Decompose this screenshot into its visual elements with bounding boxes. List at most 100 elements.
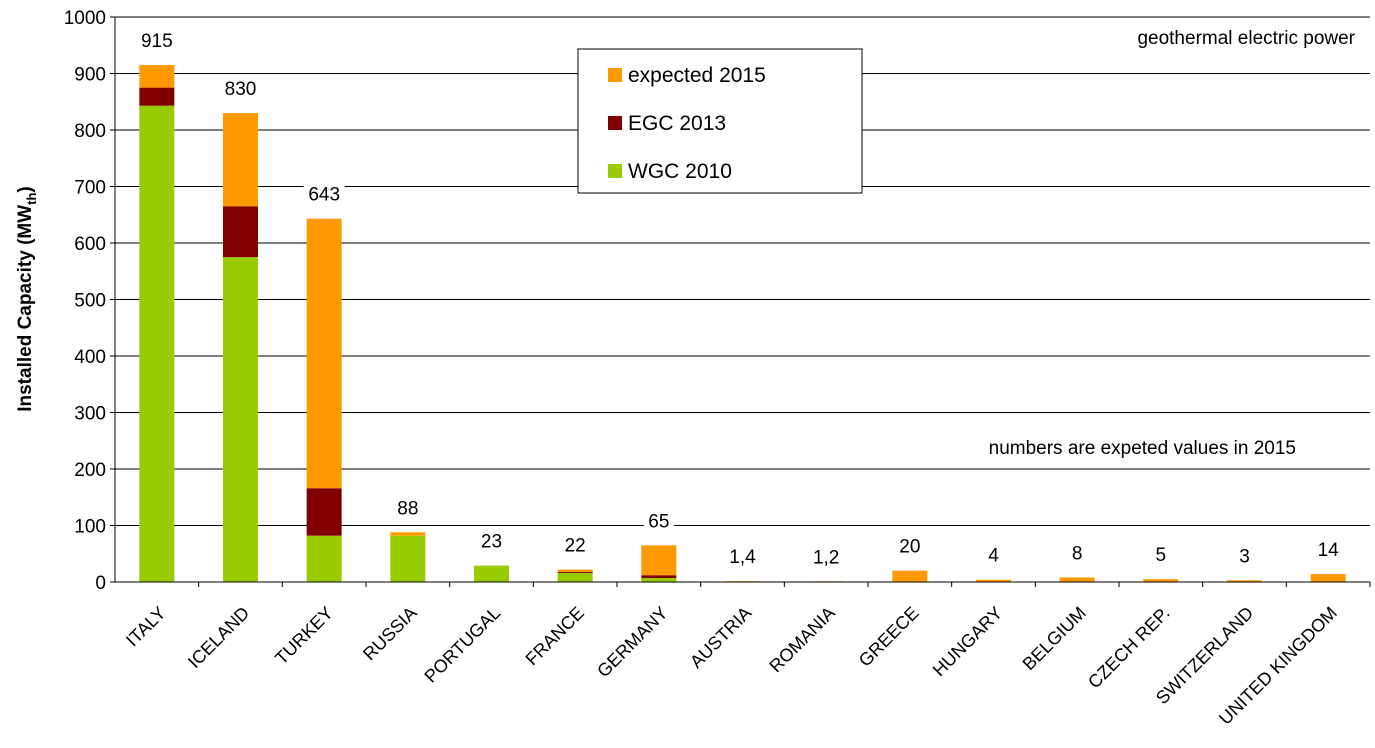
legend-label: EGC 2013 [628,112,726,135]
data-label-bg [643,509,674,534]
annotation-expected: numbers are expeted values in 2015 [989,438,1296,459]
bar-segment [641,578,677,582]
category-label: ROMANIA [765,603,839,677]
legend-label: WGC 2010 [628,160,732,183]
y-axis-label-sub: th [24,193,39,205]
data-label-bg [392,496,423,521]
y-tick-label: 700 [74,178,106,199]
data-label-bg [1313,538,1344,563]
category-label: BELGIUM [1019,603,1090,674]
data-label: 23 [481,532,502,553]
bar-segment [390,535,426,582]
category-labels: ITALY ICELAND TURKEY RUSSIA PORTUGAL FRANCE GE… [122,582,1371,729]
y-tick-label: 0 [95,573,106,594]
legend-label: expected 2015 [628,64,766,87]
y-tick-labels: 0 100 200 300 400 500 600 700 800 900 1000 [64,8,115,594]
bar-segment [306,535,342,582]
bar-segment [223,113,258,207]
bar-segment [725,581,760,582]
data-label-bg [560,533,591,558]
y-tick-label: 500 [74,291,106,312]
bar-segment [390,532,426,536]
category-label: RUSSIA [359,603,421,665]
y-axis-label: Installed Capacity (MWth) [15,186,39,412]
y-tick-label: 300 [74,404,106,425]
data-label: 3 [1239,546,1250,567]
data-label-bg [984,543,1003,568]
annotation-geothermal: geothermal electric power [1137,28,1355,49]
data-label: 915 [141,31,173,52]
data-label: 1,4 [729,547,756,568]
category-label: AUSTRIA [686,603,755,672]
data-label: 8 [1072,543,1083,564]
bar-segment [223,206,258,258]
category-label: GERMANY [593,603,671,681]
data-label: 20 [899,537,920,558]
bar-segment [223,257,258,582]
bar-segment [641,545,677,576]
data-label: 88 [397,498,418,519]
y-axis-label-close: ) [15,186,36,192]
data-label-bg [476,529,507,554]
bar-segment [641,575,677,579]
data-label: 5 [1156,545,1167,566]
y-tick-label: 200 [74,460,106,481]
bar-segment [557,572,593,582]
category-label: FRANCE [522,603,588,669]
data-label: 65 [648,511,669,532]
data-label: 14 [1318,540,1340,561]
data-label-bg [1067,541,1087,566]
category-label: HUNGARY [929,603,1007,681]
bar-segment [892,570,928,582]
category-label: PORTUGAL [420,603,504,687]
y-axis-label-main: Installed Capacity (MW [15,205,36,412]
bar-segment [976,579,1011,582]
data-label-bg [1151,543,1171,568]
annotation-top-bg [1080,24,1360,52]
legend-swatch [608,116,622,130]
annotation-right-bg [908,432,1308,462]
data-label: 643 [308,185,340,206]
data-label: 4 [988,546,999,567]
data-label-bg [894,534,925,559]
data-label-bg [722,545,763,570]
category-label: GREECE [855,603,923,671]
data-label: 22 [565,536,586,557]
bar-segment [1143,579,1179,582]
data-label-bg [303,182,345,207]
bar-segment [557,571,593,573]
y-tick-label: 800 [74,121,106,142]
data-label: 1,2 [813,547,839,568]
y-tick-label: 100 [74,517,106,538]
data-label-bg [1235,544,1254,569]
y-tick-label: 1000 [64,8,106,29]
bar-segment [1227,580,1262,582]
data-label: 830 [225,79,257,100]
bar-segment [1310,574,1346,582]
bar-segment [139,87,175,106]
legend-swatch [608,68,622,82]
bar-segment [557,569,593,572]
bar-segment [1059,577,1095,582]
category-label: CZECH REP. [1084,603,1174,693]
y-tick-label: 600 [74,234,106,255]
legend-box [577,48,863,194]
bar-segment [139,65,175,88]
bar-segment [306,218,342,489]
data-label-bg [805,545,847,570]
category-label: ICELAND [184,603,253,672]
data-label-bg [220,77,261,102]
category-label: TURKEY [271,603,337,669]
y-tick-label: 400 [74,347,106,368]
data-label-bg [136,29,178,54]
bar-segment [139,105,175,582]
y-tick-label: 900 [74,65,106,86]
legend-swatch [608,164,622,178]
legend: expected 2015 EGC 2013 WGC 2010 [577,48,863,194]
bar-segment [306,488,342,536]
category-label: ITALY [122,603,170,651]
bars [139,65,1346,582]
data-labels: 915 830 643 88 23 22 65 1,4 1,2 20 4 8 5 3 14 [136,29,1344,570]
bar-segment [474,565,509,582]
